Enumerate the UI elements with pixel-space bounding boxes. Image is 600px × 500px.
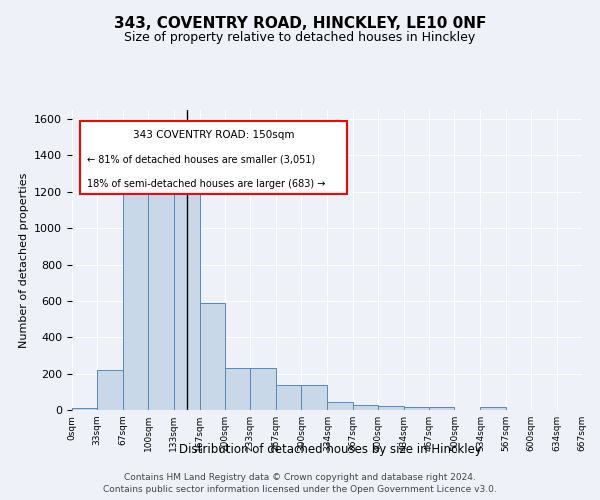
Text: Contains public sector information licensed under the Open Government Licence v3: Contains public sector information licen… <box>103 485 497 494</box>
Bar <box>173 176 200 410</box>
Text: 343, COVENTRY ROAD, HINCKLEY, LE10 0NF: 343, COVENTRY ROAD, HINCKLEY, LE10 0NF <box>114 16 486 31</box>
Text: Size of property relative to detached houses in Hinckley: Size of property relative to detached ho… <box>124 32 476 44</box>
Bar <box>378 406 404 410</box>
Bar <box>353 406 378 410</box>
Bar <box>328 402 353 410</box>
Bar <box>404 408 429 410</box>
Bar <box>148 188 173 410</box>
Bar <box>123 188 148 410</box>
Text: 343 COVENTRY ROAD: 150sqm: 343 COVENTRY ROAD: 150sqm <box>133 130 294 140</box>
Y-axis label: Number of detached properties: Number of detached properties <box>19 172 29 348</box>
Text: Contains HM Land Registry data © Crown copyright and database right 2024.: Contains HM Land Registry data © Crown c… <box>124 472 476 482</box>
Bar <box>72 408 97 410</box>
Bar <box>429 408 454 410</box>
Bar <box>97 370 123 410</box>
FancyBboxPatch shape <box>80 120 347 194</box>
Bar <box>225 368 250 410</box>
Text: ← 81% of detached houses are smaller (3,051): ← 81% of detached houses are smaller (3,… <box>88 155 316 165</box>
Text: Distribution of detached houses by size in Hinckley: Distribution of detached houses by size … <box>179 442 481 456</box>
Bar <box>250 368 276 410</box>
Bar <box>481 408 506 410</box>
Bar <box>276 384 301 410</box>
Bar <box>301 384 328 410</box>
Text: 18% of semi-detached houses are larger (683) →: 18% of semi-detached houses are larger (… <box>88 179 326 189</box>
Bar <box>200 302 225 410</box>
